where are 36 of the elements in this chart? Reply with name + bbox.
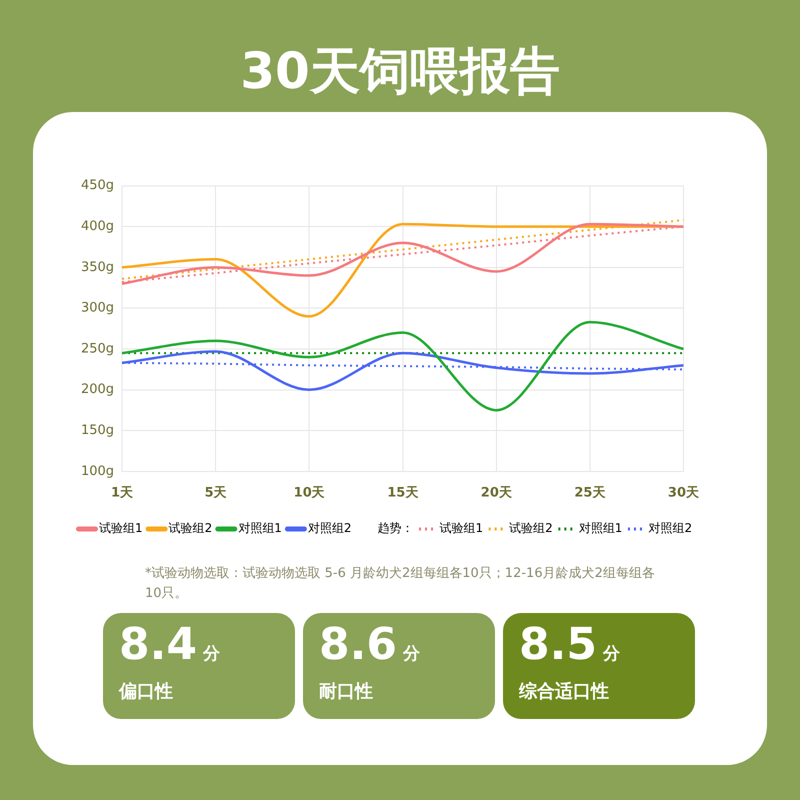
legend-label: 对照组1 [578, 521, 622, 536]
text: 8.4 [119, 619, 197, 670]
x-tick-label: 30天 [668, 486, 700, 501]
legend-label: 试验组2 [168, 521, 212, 536]
y-tick-label: 200g [80, 382, 114, 398]
x-tick-label: 5天 [204, 486, 228, 501]
text: 偏口性 [119, 680, 173, 703]
text: 综合适口性 [519, 680, 609, 703]
legend-label: 对照组1 [238, 521, 282, 536]
x-tick-label: 1天 [111, 486, 134, 501]
x-tick-label: 10天 [294, 486, 326, 501]
y-tick-label: 400g [80, 218, 114, 234]
legend-label: 对照组2 [648, 521, 692, 536]
y-tick-label: 100g [80, 464, 114, 479]
legend-label: 试验组1 [440, 521, 484, 536]
x-tick-label: 25天 [574, 486, 606, 501]
x-tick-label: 15天 [387, 486, 420, 501]
chart-title: 30天饲喂报告 [239, 41, 561, 102]
text: 分 [402, 644, 420, 664]
y-tick-label: 450g [80, 178, 114, 194]
legend-label: 试验组2 [509, 521, 553, 536]
text: *试验动物选取：试验动物选取 5-6 月龄幼犬2组每组各10只；12-16月龄成犬2组每组各10只。 [145, 565, 656, 603]
y-tick-label: 150g [80, 422, 114, 438]
y-tick-label: 250g [80, 341, 114, 356]
x-tick-label: 20天 [480, 486, 513, 501]
y-tick-label: 300g [80, 300, 114, 316]
text: 分 [202, 644, 220, 664]
legend-title: 趋势： [378, 521, 414, 536]
legend-label: 试验组1 [99, 521, 143, 536]
text: 耐口性 [319, 680, 373, 703]
text: 8.6 [319, 619, 397, 670]
text: 8.5 [519, 619, 597, 670]
legend-label: 对照组2 [308, 521, 352, 536]
text: 分 [602, 644, 620, 664]
y-tick-label: 350g [80, 260, 114, 275]
line-series [120, 320, 685, 412]
